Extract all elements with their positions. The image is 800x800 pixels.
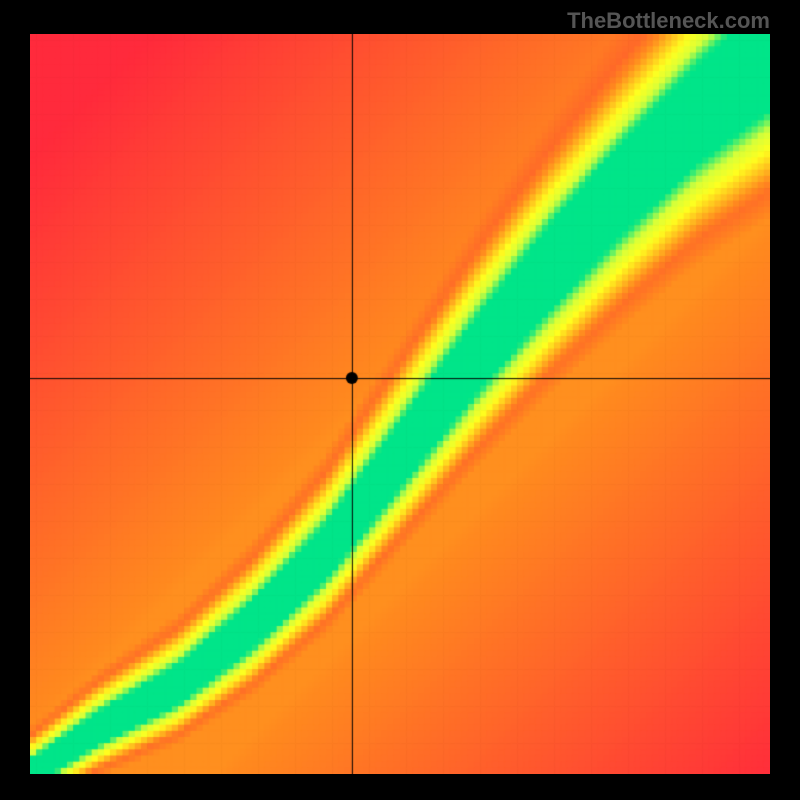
watermark-text: TheBottleneck.com	[567, 8, 770, 34]
chart-container	[30, 34, 770, 774]
heatmap-canvas	[30, 34, 770, 774]
